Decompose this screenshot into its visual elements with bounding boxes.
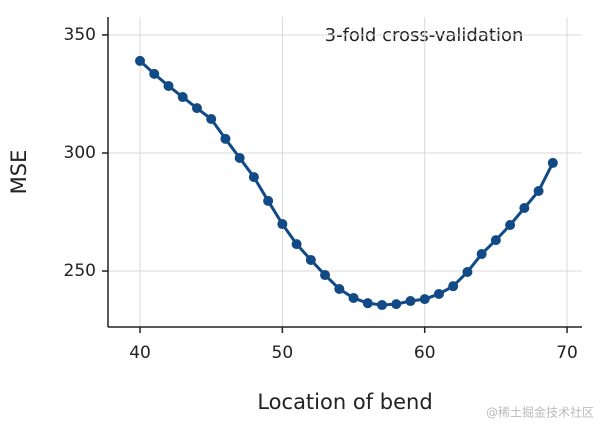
marker <box>220 133 231 144</box>
y-axis-label: MSE <box>7 150 31 195</box>
y-tick-label: 350 <box>64 25 96 45</box>
marker <box>377 300 388 311</box>
y-tick-label: 250 <box>64 261 96 281</box>
marker <box>490 235 501 246</box>
marker <box>533 186 544 197</box>
x-tick-label: 40 <box>129 343 151 363</box>
marker <box>391 299 402 310</box>
marker <box>263 195 274 206</box>
marker <box>405 296 416 307</box>
marker <box>177 92 188 103</box>
watermark: @稀土掘金技术社区 <box>486 405 594 420</box>
marker <box>519 203 530 214</box>
marker <box>348 292 359 303</box>
marker <box>277 219 288 230</box>
marker <box>248 172 259 183</box>
marker <box>305 254 316 265</box>
marker <box>149 68 160 79</box>
x-tick-label: 50 <box>272 343 294 363</box>
marker <box>433 288 444 299</box>
marker <box>547 157 558 168</box>
marker <box>334 283 345 294</box>
marker <box>206 113 217 124</box>
marker <box>163 80 174 91</box>
marker <box>476 249 487 260</box>
marker <box>234 152 245 163</box>
marker <box>191 103 202 114</box>
x-tick-label: 60 <box>414 343 436 363</box>
y-tick-label: 300 <box>64 143 96 163</box>
annotation: 3-fold cross-validation <box>325 25 524 46</box>
marker <box>320 270 331 281</box>
marker <box>291 239 302 250</box>
marker <box>462 266 473 277</box>
marker <box>362 298 373 309</box>
marker <box>419 294 430 305</box>
line <box>139 59 555 307</box>
x-tick-label: 70 <box>556 343 578 363</box>
marker <box>505 220 516 231</box>
marker <box>135 55 146 66</box>
x-axis-label: Location of bend <box>257 390 432 414</box>
marker <box>448 281 459 292</box>
